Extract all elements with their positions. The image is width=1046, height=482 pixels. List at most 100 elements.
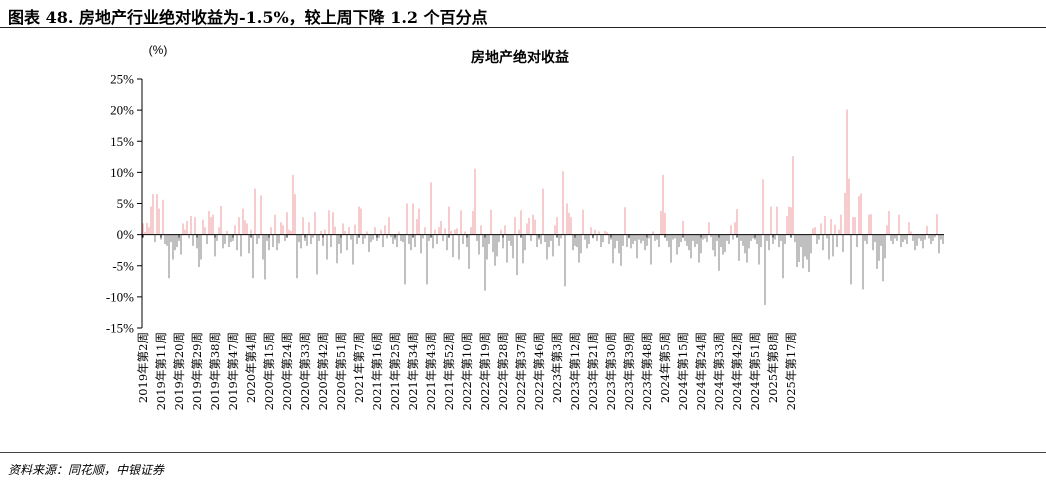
bar	[544, 234, 546, 243]
bar	[730, 225, 732, 235]
bar	[362, 234, 364, 244]
bar	[444, 228, 446, 235]
bar	[426, 234, 428, 285]
bar	[224, 234, 226, 244]
bar	[358, 206, 360, 235]
bar	[814, 227, 816, 235]
bar	[854, 217, 856, 235]
bar	[680, 234, 682, 243]
bar	[460, 210, 462, 235]
bar	[638, 234, 640, 240]
x-tick-label: 2020年第33周	[298, 332, 312, 410]
bar	[406, 203, 408, 235]
bar	[552, 234, 554, 257]
bar	[408, 234, 410, 244]
bar	[388, 217, 390, 235]
bar	[286, 212, 288, 235]
bar	[308, 222, 310, 235]
bar	[150, 206, 152, 235]
bar	[204, 227, 206, 235]
bar	[780, 234, 782, 241]
x-tick-label: 2025年第17周	[784, 332, 798, 410]
bar	[558, 234, 560, 246]
bar	[514, 217, 516, 235]
bar	[200, 234, 202, 260]
bar	[364, 234, 366, 239]
bar	[202, 219, 204, 235]
bar	[904, 234, 906, 240]
bar	[612, 234, 614, 264]
bar	[176, 234, 178, 248]
bar	[600, 234, 602, 248]
bar	[542, 188, 544, 235]
bar	[920, 234, 922, 241]
bar	[678, 234, 680, 248]
bar	[164, 234, 166, 244]
bar	[312, 234, 314, 238]
y-tick-label: 10%	[110, 165, 134, 180]
x-tick-label: 2019年第38周	[208, 332, 222, 410]
bar	[344, 230, 346, 235]
bar	[832, 234, 834, 257]
bar	[560, 234, 562, 239]
bar	[882, 234, 884, 282]
bar	[506, 234, 508, 263]
bar	[370, 234, 372, 243]
bar	[688, 234, 690, 251]
bar	[170, 234, 172, 243]
bar	[390, 234, 392, 238]
bar	[738, 234, 740, 261]
x-tick-label: 2019年第11周	[154, 332, 168, 410]
bar	[430, 182, 432, 235]
bar	[520, 210, 522, 235]
bar	[174, 234, 176, 251]
bar	[250, 229, 252, 235]
bar	[410, 234, 412, 251]
bar	[664, 212, 666, 235]
bar	[896, 234, 898, 241]
bar	[326, 234, 328, 260]
bar	[606, 232, 608, 235]
bar	[298, 234, 300, 243]
bar	[614, 234, 616, 249]
bar	[938, 234, 940, 254]
bar	[656, 234, 658, 240]
bar	[758, 234, 760, 265]
bar	[728, 234, 730, 244]
bar	[378, 234, 380, 238]
x-tick-label: 2021年第25周	[388, 332, 402, 410]
bar	[674, 234, 676, 239]
bar	[448, 206, 450, 235]
bar	[536, 234, 538, 248]
x-tick-label: 2020年第42周	[316, 332, 330, 410]
bar	[760, 234, 762, 248]
bar	[714, 234, 716, 257]
bar	[802, 234, 804, 269]
bar	[188, 234, 190, 239]
bar	[372, 234, 374, 240]
bar	[764, 234, 766, 305]
bar	[498, 234, 500, 243]
bar	[850, 234, 852, 285]
bar	[464, 231, 466, 235]
bar	[382, 234, 384, 248]
bar	[684, 234, 686, 241]
bar	[522, 234, 524, 264]
bar	[156, 194, 158, 235]
bar	[494, 234, 496, 266]
bar	[786, 215, 788, 235]
bar	[556, 217, 558, 235]
bar	[354, 224, 356, 235]
bar	[768, 234, 770, 251]
bar	[282, 225, 284, 235]
bar	[290, 230, 292, 235]
y-tick-label: -5%	[112, 258, 134, 273]
bar	[848, 178, 850, 235]
bar	[670, 234, 672, 263]
bar	[906, 234, 908, 244]
bar	[642, 234, 644, 241]
bar	[926, 225, 928, 235]
source-note: 资料来源：同花顺，中银证券	[8, 463, 165, 477]
bar	[842, 234, 844, 253]
chart-title: 房地产绝对收益	[471, 49, 569, 66]
